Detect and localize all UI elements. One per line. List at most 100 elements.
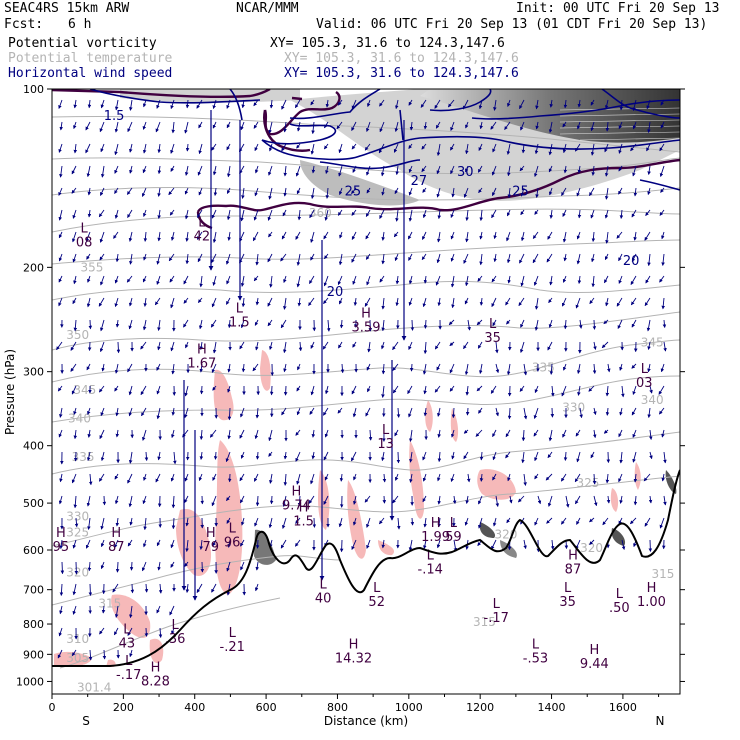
wind-vector xyxy=(408,143,413,149)
wind-vector xyxy=(269,275,273,288)
wind-vector xyxy=(450,121,455,131)
wind-vector xyxy=(463,451,469,460)
wind-vector xyxy=(324,143,329,150)
wind-vector xyxy=(351,231,357,240)
wind-vector xyxy=(437,209,442,220)
wind-vector xyxy=(478,407,483,414)
wind-vector xyxy=(308,495,315,504)
wind-vector xyxy=(268,451,273,457)
wind-vector xyxy=(156,253,161,265)
wind-vector xyxy=(213,451,218,460)
pv-extremum-value: 87 xyxy=(565,563,582,578)
wind-vector xyxy=(450,275,455,288)
wind-vector xyxy=(520,319,525,328)
wind-vector xyxy=(589,297,595,305)
pv-extremum-value: .36 xyxy=(165,632,186,647)
pv-extremum-value: 1.5 xyxy=(229,315,250,330)
wind-vector xyxy=(408,187,413,196)
wind-vector xyxy=(477,341,483,349)
wind-vector xyxy=(395,275,400,285)
wind-vector xyxy=(144,451,149,462)
wind-vector xyxy=(100,561,105,570)
wind-vector xyxy=(578,319,583,329)
wind-vector xyxy=(212,341,217,354)
pv-extremum-letter: H xyxy=(568,549,578,564)
wind-vector xyxy=(311,165,316,174)
wind-vector xyxy=(171,517,176,530)
wind-vector xyxy=(199,385,204,395)
wind-vector xyxy=(563,165,568,174)
wind-vector xyxy=(633,231,637,241)
wind-vector xyxy=(297,297,302,307)
plot-frame xyxy=(51,88,681,695)
pv-extremum-value: 03 xyxy=(636,376,653,391)
wind-vector xyxy=(366,517,371,528)
wind-vector xyxy=(646,319,651,332)
wind-vector xyxy=(338,253,343,266)
wind-vector xyxy=(87,407,91,415)
wind-vector xyxy=(548,165,553,173)
wind-vector xyxy=(409,363,414,372)
wind-vector xyxy=(72,209,77,219)
wind-vector xyxy=(185,231,189,242)
wind-vector xyxy=(492,517,497,527)
wind-vector xyxy=(338,297,343,305)
wind-vector xyxy=(548,297,553,304)
wind-vector xyxy=(240,495,245,504)
wind-vector xyxy=(325,165,329,175)
wind-vector xyxy=(410,319,415,331)
wind-vector xyxy=(534,165,539,178)
wind-vector xyxy=(58,297,63,307)
wind-vector xyxy=(495,341,499,354)
wind-vector xyxy=(534,385,539,394)
wind-vector xyxy=(423,275,428,284)
wind-vector xyxy=(157,143,162,154)
wind-vector xyxy=(395,297,399,307)
wind-vector xyxy=(295,451,301,462)
wind-vector xyxy=(448,319,455,326)
wind-vector xyxy=(465,275,469,287)
wind-vector xyxy=(588,385,595,392)
wind-vector xyxy=(157,561,161,571)
wind-vector xyxy=(170,165,175,172)
wind-vector xyxy=(158,583,163,594)
wind-vector xyxy=(226,275,231,285)
pv-extremum-value: -.14 xyxy=(418,562,443,577)
wind-vector xyxy=(648,429,653,441)
wind-vector xyxy=(507,275,511,284)
wind-vector xyxy=(574,143,581,152)
legend-theta-xy: XY= 105.3, 31.6 to 124.3,147.6 xyxy=(284,51,519,66)
wind-vector xyxy=(227,231,231,241)
wind-vector xyxy=(102,495,107,506)
wind-vector xyxy=(437,407,441,417)
wind-vector xyxy=(423,517,427,528)
wind-vector xyxy=(549,209,554,219)
wind-vector xyxy=(577,209,582,219)
wind-vector xyxy=(662,319,667,329)
wind-vector xyxy=(86,253,91,260)
wind-vector xyxy=(115,429,120,438)
wind-vector xyxy=(185,341,189,349)
wind-vector xyxy=(379,209,385,219)
wind-vector xyxy=(661,297,666,310)
subsidence-streaks xyxy=(181,110,407,601)
wind-vector xyxy=(534,319,539,331)
wind-vector xyxy=(115,407,119,417)
wind-vector xyxy=(59,165,63,178)
wind-vector xyxy=(114,121,119,133)
wind-vector xyxy=(561,385,567,397)
wind-vector xyxy=(241,99,245,109)
wind-vector xyxy=(255,407,260,419)
wind-vector xyxy=(115,517,120,527)
theta-label: 355 xyxy=(81,260,104,274)
wind-vector xyxy=(659,165,665,177)
wind-vector xyxy=(392,341,399,351)
wind-vector xyxy=(58,231,63,239)
wind-vector xyxy=(296,473,301,485)
wind-vector xyxy=(212,165,217,176)
wind-vector xyxy=(535,187,539,198)
wind-vector xyxy=(381,341,385,350)
wind-vector xyxy=(72,297,77,305)
wind-vector xyxy=(506,517,511,524)
wind-vector xyxy=(268,121,273,134)
